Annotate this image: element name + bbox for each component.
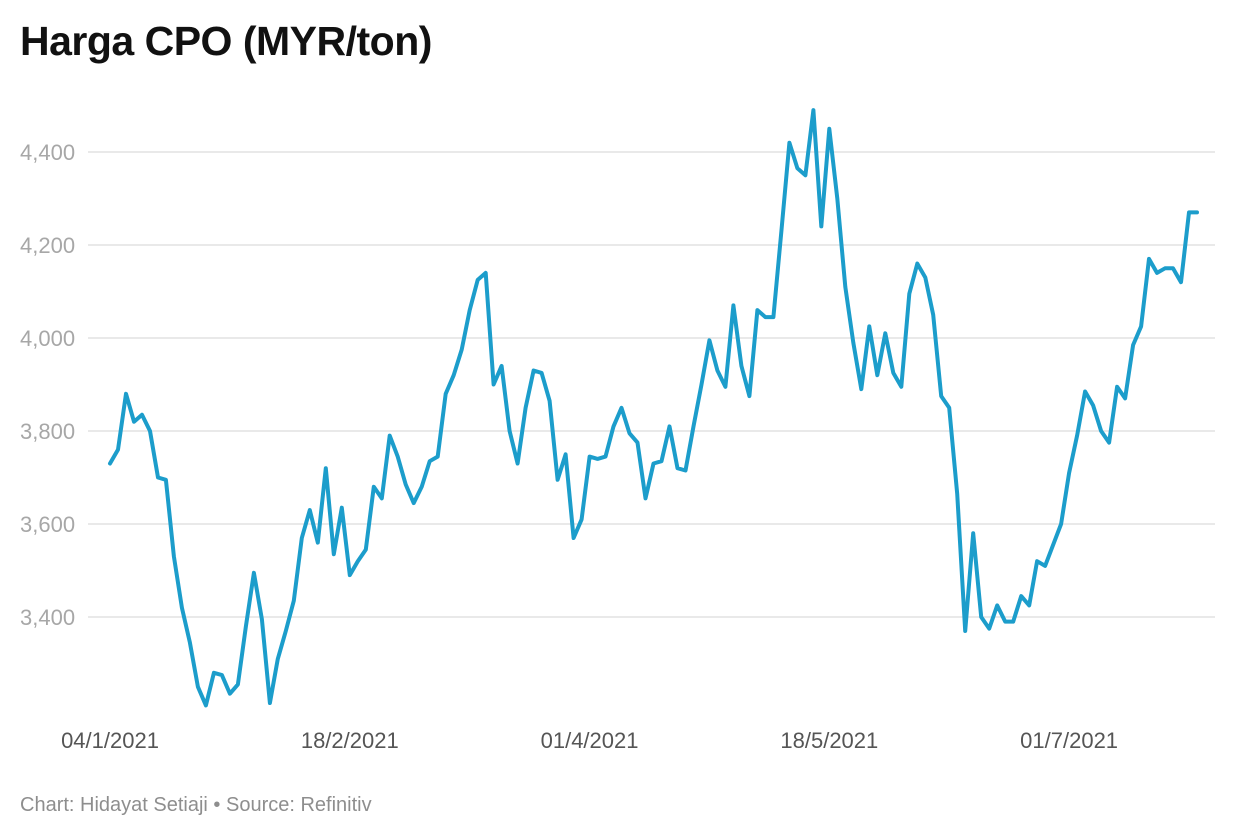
y-tick-label: 3,600 [20, 512, 75, 537]
series-line [108, 108, 1199, 708]
x-tick-label: 18/2/2021 [301, 728, 399, 753]
chart-footer: Chart: Hidayat Setiaji • Source: Refinit… [20, 794, 372, 816]
x-tick-label: 18/5/2021 [780, 728, 878, 753]
x-tick-label: 04/1/2021 [61, 728, 159, 753]
y-tick-label: 3,800 [20, 419, 75, 444]
x-axis-labels: 04/1/2021 18/2/2021 01/4/2021 18/5/2021 01/7… [61, 728, 1118, 753]
x-tick-label: 01/4/2021 [541, 728, 639, 753]
y-axis-labels: 3,400 3,600 3,800 4,000 4,200 4,400 [20, 140, 75, 630]
y-tick-label: 4,200 [20, 233, 75, 258]
series-group [108, 108, 1199, 708]
x-tick-label: 01/7/2021 [1020, 728, 1118, 753]
y-tick-label: 4,000 [20, 326, 75, 351]
y-tick-label: 3,400 [20, 605, 75, 630]
y-tick-label: 4,400 [20, 140, 75, 165]
gridlines [88, 151, 1215, 618]
chart-title: Harga CPO (MYR/ton) [20, 18, 432, 64]
